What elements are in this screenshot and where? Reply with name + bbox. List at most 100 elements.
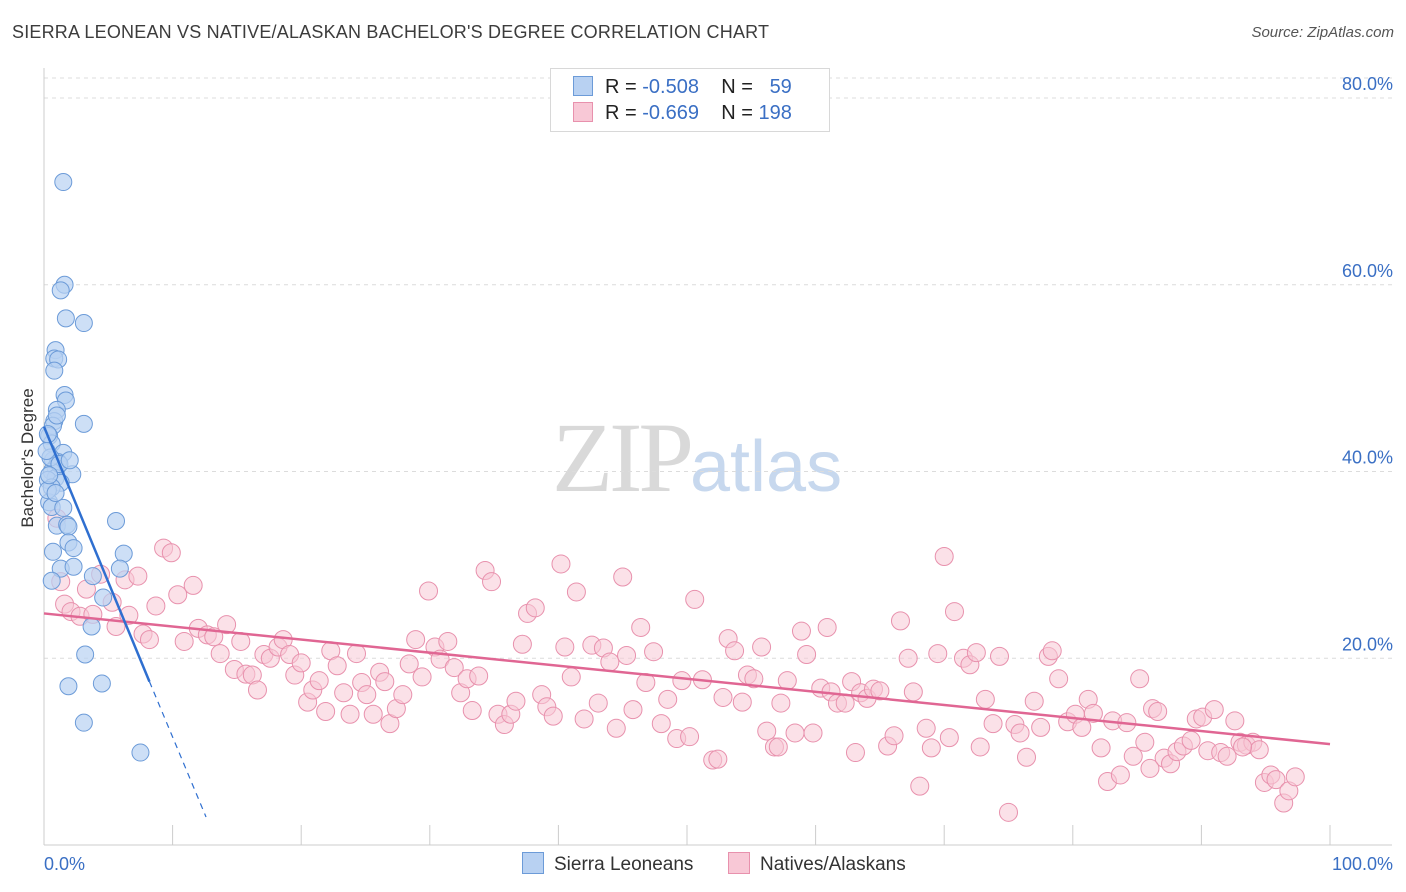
native-alaskan-point xyxy=(566,582,586,602)
sierra-leonean-point xyxy=(74,414,93,433)
natives-alaskans-points xyxy=(47,508,1305,822)
sierra-leonean-point xyxy=(59,677,78,696)
native-alaskan-point xyxy=(1249,740,1269,760)
native-alaskan-point xyxy=(469,666,489,686)
native-alaskan-point xyxy=(600,652,620,672)
native-alaskan-point xyxy=(375,672,395,692)
native-alaskan-point xyxy=(631,617,651,637)
native-alaskan-point xyxy=(462,701,482,721)
native-alaskan-point xyxy=(291,653,311,673)
native-alaskan-point xyxy=(606,718,626,738)
native-alaskan-point xyxy=(1123,746,1143,766)
native-alaskan-point xyxy=(1091,738,1111,758)
native-alaskan-point xyxy=(506,691,526,711)
native-alaskan-point xyxy=(444,658,464,678)
native-alaskan-point xyxy=(174,631,194,651)
native-alaskan-point xyxy=(482,572,502,592)
series-name: Sierra Leoneans xyxy=(554,854,694,875)
sierra-leonean-point xyxy=(60,451,79,470)
sierra-leonean-point xyxy=(59,517,78,536)
native-alaskan-point xyxy=(928,644,948,664)
sierra-leonean-point xyxy=(74,314,93,333)
native-alaskan-point xyxy=(412,667,432,687)
native-alaskan-point xyxy=(1110,765,1130,785)
native-alaskan-point xyxy=(217,615,237,635)
native-alaskan-point xyxy=(1233,737,1253,757)
trend-lines xyxy=(42,426,1331,818)
x-tick-label-min: 0.0% xyxy=(44,854,85,874)
native-alaskan-point xyxy=(999,802,1018,822)
native-alaskan-point xyxy=(713,687,733,707)
native-alaskan-point xyxy=(768,737,788,757)
native-alaskan-point xyxy=(551,554,571,574)
native-alaskan-point xyxy=(1010,723,1030,743)
native-alaskan-point xyxy=(651,714,671,734)
native-alaskan-point xyxy=(327,656,347,676)
native-alaskan-point xyxy=(910,776,930,796)
native-alaskan-point xyxy=(797,645,817,665)
legend-n-value: 198 xyxy=(758,102,792,124)
native-alaskan-point xyxy=(898,648,918,668)
sierra-leonean-point xyxy=(64,539,83,558)
native-alaskan-point xyxy=(685,589,705,609)
native-alaskan-point xyxy=(1204,700,1224,720)
y-tick-label: 80.0% xyxy=(1342,74,1393,94)
native-alaskan-point xyxy=(989,646,1009,666)
sierra-leonean-point xyxy=(54,498,73,517)
native-alaskan-point xyxy=(757,721,777,741)
sierra-leonean-point xyxy=(54,173,73,192)
natives-alaskans-trend-line xyxy=(43,612,1331,746)
native-alaskan-point xyxy=(161,543,181,563)
native-alaskan-point xyxy=(613,567,633,587)
sierra-leonean-point xyxy=(56,309,75,328)
sierra-leonean-point xyxy=(114,544,133,563)
y-axis-label: Bachelor's Degree xyxy=(18,388,37,527)
sierra-leoneans-trend-extension xyxy=(148,681,207,818)
native-alaskan-point xyxy=(835,693,855,713)
native-alaskan-point xyxy=(944,602,964,622)
native-alaskan-point xyxy=(1217,746,1237,766)
sierra-leonean-point xyxy=(94,588,113,607)
native-alaskan-point xyxy=(1135,732,1155,752)
legend-r-value: -0.669 xyxy=(642,102,699,124)
native-alaskan-point xyxy=(168,585,188,605)
native-alaskan-point xyxy=(803,723,823,743)
sierra-leonean-point xyxy=(42,571,61,590)
native-alaskan-point xyxy=(680,727,700,747)
native-alaskan-point xyxy=(732,692,752,712)
chart-title: SIERRA LEONEAN VS NATIVE/ALASKAN BACHELO… xyxy=(12,22,770,42)
blue-swatch xyxy=(573,76,593,96)
native-alaskan-point xyxy=(1049,669,1069,689)
native-alaskan-point xyxy=(903,682,923,702)
sierra-leonean-point xyxy=(107,511,126,530)
native-alaskan-point xyxy=(334,683,354,703)
sierra-leonean-point xyxy=(82,617,101,636)
stats-legend: R = -0.508 N = 59 R = -0.669 N = 198 xyxy=(550,68,830,132)
native-alaskan-point xyxy=(1148,701,1168,721)
legend-r-value: -0.508 xyxy=(642,76,699,98)
source-label: Source: ZipAtlas.com xyxy=(1251,24,1394,41)
sierra-leonean-point xyxy=(64,557,83,576)
legend-r-label: R = xyxy=(605,102,637,124)
sierra-leonean-point xyxy=(131,743,150,762)
gridlines xyxy=(44,77,1392,659)
native-alaskan-point xyxy=(708,749,728,769)
sierra-leonean-point xyxy=(46,483,65,502)
native-alaskan-point xyxy=(406,630,426,650)
sierra-leonean-point xyxy=(110,559,129,578)
sierra-leonean-point xyxy=(44,542,63,561)
native-alaskan-point xyxy=(1031,717,1051,737)
native-alaskan-point xyxy=(1266,770,1286,790)
native-alaskan-point xyxy=(1225,711,1245,731)
native-alaskan-point xyxy=(363,704,383,724)
native-alaskan-point xyxy=(561,667,581,687)
native-alaskan-point xyxy=(658,689,678,709)
bottom-legend-natives-alaskans: Natives/Alaskans xyxy=(728,852,906,876)
native-alaskan-point xyxy=(725,641,745,661)
y-tick-label: 60.0% xyxy=(1342,261,1393,281)
native-alaskan-point xyxy=(1042,641,1062,661)
sierra-leonean-point xyxy=(47,406,66,425)
watermark-zip: ZIP xyxy=(552,402,694,513)
native-alaskan-point xyxy=(934,546,954,566)
